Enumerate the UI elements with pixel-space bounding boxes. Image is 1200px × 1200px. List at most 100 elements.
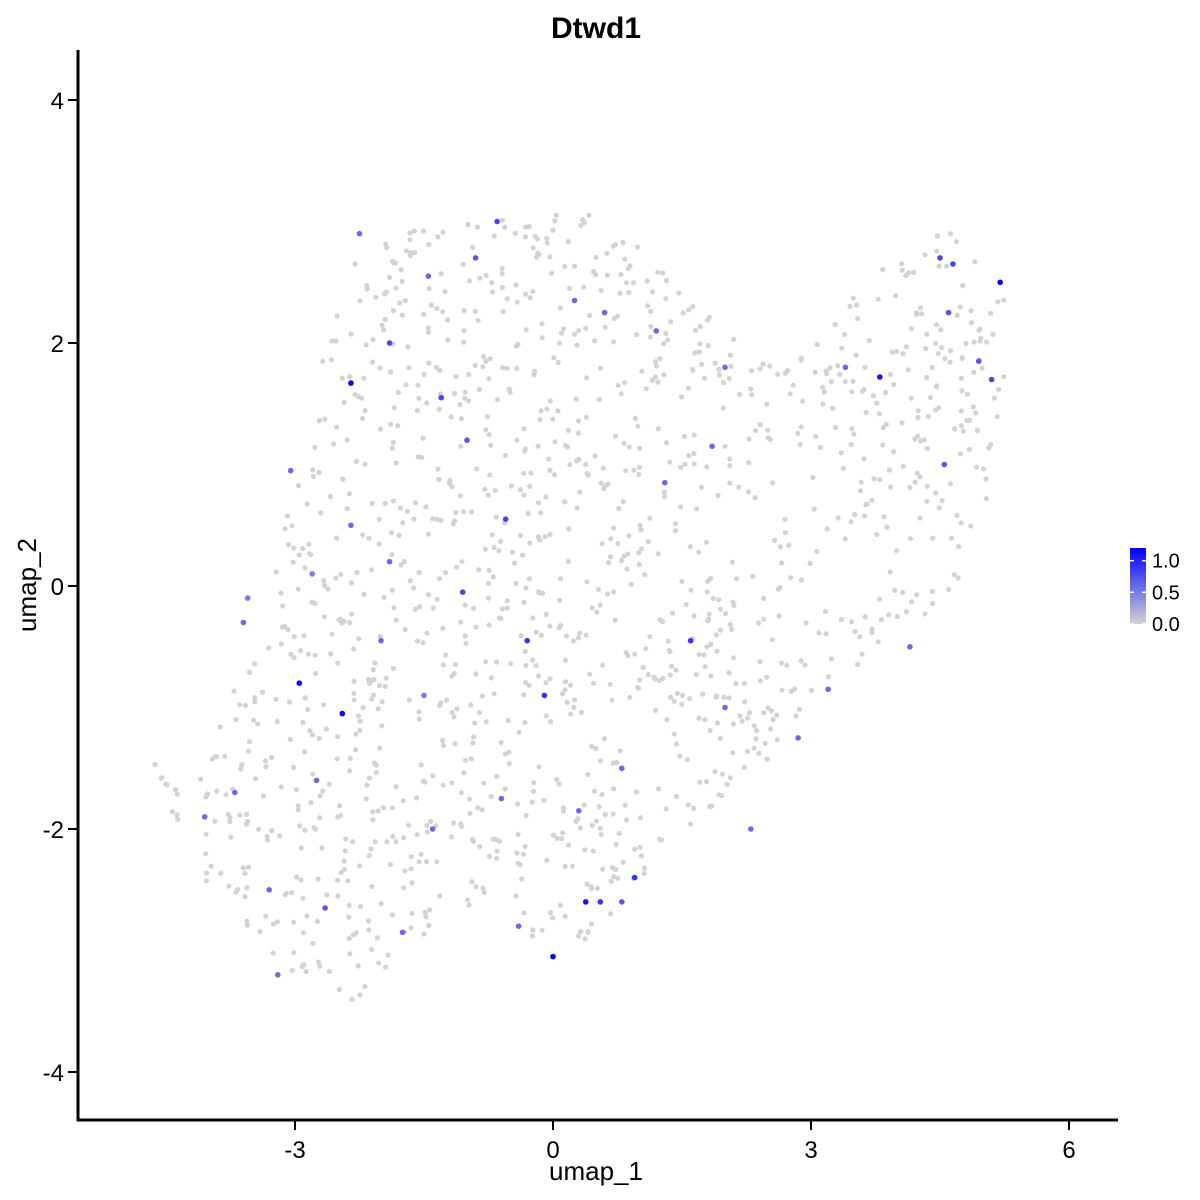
cell-point: [727, 622, 733, 628]
cell-point: [814, 548, 820, 555]
cell-point: [737, 713, 743, 719]
cell-point: [389, 912, 396, 918]
cell-point: [347, 620, 353, 626]
cell-point: [287, 736, 293, 743]
cell-point: [527, 483, 533, 489]
cell-point: [347, 768, 353, 774]
cell-point: [389, 551, 395, 558]
cell-point: [289, 523, 295, 529]
cell-point: [661, 341, 667, 347]
cell-point: [936, 505, 942, 511]
cell-point: [598, 480, 604, 486]
cell-point: [440, 737, 446, 744]
cell-point: [348, 580, 355, 586]
cell-point: [687, 696, 693, 702]
cell-point: [984, 339, 990, 345]
cell-point: [203, 851, 209, 857]
cell-point: [641, 865, 648, 871]
cell-point: [312, 444, 318, 450]
cell-point: [924, 498, 930, 504]
cell-point: [463, 757, 469, 763]
legend-colorbar: [1130, 548, 1146, 624]
cell-point: [388, 530, 395, 536]
cell-point: [917, 515, 923, 521]
cell-point: [842, 331, 848, 338]
cell-point: [663, 330, 669, 336]
cell-point: [538, 632, 544, 639]
cell-point: [269, 754, 275, 761]
cell-point: [608, 911, 614, 917]
cell-point: [247, 669, 253, 676]
cell-point: [574, 505, 580, 511]
cell-point: [648, 323, 654, 330]
cell-point: [647, 634, 653, 640]
cell-point: [608, 554, 614, 560]
cell-point: [357, 298, 363, 304]
legend-label: 0.0: [1152, 614, 1180, 636]
cell-point: [638, 853, 645, 859]
cell-point: [521, 910, 527, 916]
cell-point: [250, 717, 256, 723]
cell-point: [285, 542, 292, 548]
cell-point: [242, 894, 248, 900]
cell-point: [600, 866, 606, 872]
cell-point: [498, 739, 504, 746]
cell-point: [346, 491, 352, 497]
cell-point: [345, 878, 351, 884]
cell-point: [995, 299, 1001, 305]
cell-point: [158, 775, 164, 782]
cell-point: [562, 679, 569, 685]
cell-point: [691, 461, 697, 467]
cell-point: [774, 737, 780, 743]
y-tick-label: 2: [51, 331, 64, 358]
cell-point: [971, 369, 977, 375]
cell-point: [557, 597, 563, 603]
cell-point: [453, 373, 459, 380]
x-axis-ticks: -3 0 3 6: [284, 1120, 1076, 1164]
cell-point: [506, 761, 512, 767]
expressing-cell-point: [240, 619, 247, 626]
cell-point: [479, 693, 485, 699]
cell-point: [521, 599, 527, 606]
cell-point: [483, 427, 489, 433]
cell-point: [425, 329, 431, 335]
expressing-cell-point: [266, 887, 273, 893]
cell-point: [589, 743, 595, 750]
cell-point: [655, 379, 661, 385]
cell-point: [411, 228, 417, 234]
cell-point: [499, 217, 505, 223]
cell-point: [547, 910, 554, 916]
cell-point: [547, 531, 553, 538]
cell-point: [375, 706, 381, 712]
cell-point: [486, 622, 492, 628]
cell-point: [481, 354, 487, 360]
cell-point: [571, 697, 578, 703]
cell-point: [535, 443, 541, 449]
cell-point: [328, 651, 334, 657]
cell-point: [722, 611, 729, 617]
cell-point: [483, 358, 489, 364]
cell-point: [452, 741, 458, 747]
cell-point: [933, 490, 939, 496]
cell-point: [523, 662, 529, 669]
cell-point: [300, 719, 306, 726]
cell-point: [242, 702, 248, 709]
cell-point: [370, 809, 376, 815]
cell-point: [295, 586, 301, 592]
cell-point: [393, 839, 399, 845]
expressing-cell-point: [386, 558, 393, 565]
cell-point: [476, 567, 482, 573]
cell-point: [514, 437, 520, 443]
cell-point: [914, 592, 920, 598]
cell-point: [876, 411, 882, 417]
cell-point: [328, 357, 334, 363]
cell-point: [523, 680, 529, 686]
cell-point: [346, 935, 352, 942]
expressing-cell-point: [722, 364, 728, 371]
cell-point: [421, 371, 427, 378]
cell-point: [779, 687, 785, 693]
cell-point: [502, 452, 508, 459]
cell-point: [947, 481, 954, 487]
cell-point: [416, 859, 422, 865]
cell-point: [436, 476, 442, 482]
